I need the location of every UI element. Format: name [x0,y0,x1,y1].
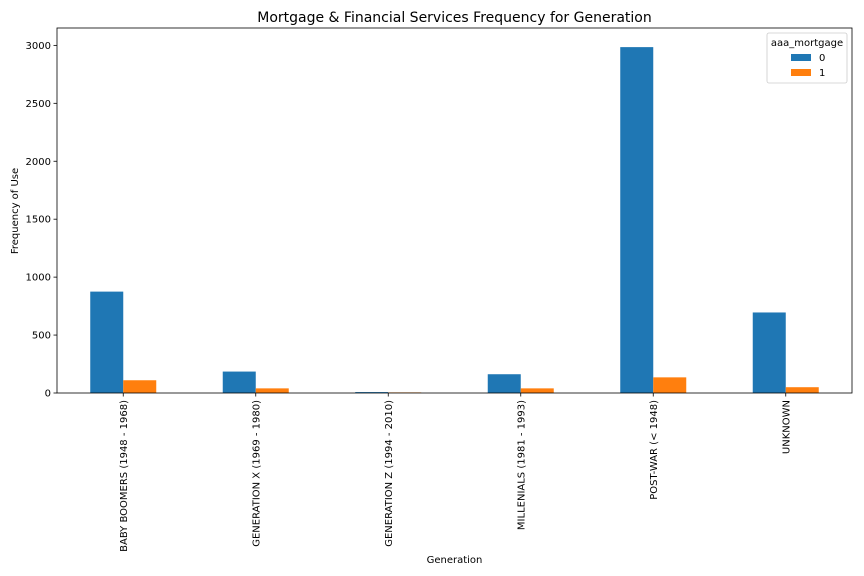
y-tick-label: 1000 [26,273,51,284]
legend: aaa_mortgage 0 1 [766,32,848,84]
y-tick-label: 1500 [26,215,51,226]
bar-0-3 [487,374,521,393]
bar-1-0 [123,380,157,393]
plot-area [56,27,853,394]
x-tick-label: GENERATION Z (1994 - 2010) [384,400,395,547]
bar-0-4 [620,47,654,393]
x-tick-label: BABY BOOMERS (1948 - 1968) [119,400,130,552]
bar-0-2 [355,392,389,393]
bar-1-4 [653,377,687,393]
legend-swatch-1 [791,69,811,76]
x-tick-label: UNKNOWN [781,400,792,454]
bar-0-1 [222,371,256,393]
y-tick-label: 500 [32,331,51,342]
bar-0-5 [752,312,786,393]
y-tick-label: 2000 [26,157,51,168]
y-tick-label: 2500 [26,99,51,110]
chart-title: Mortgage & Financial Services Frequency … [257,10,652,26]
legend-swatch-0 [791,54,811,61]
legend-label-0: 0 [819,53,825,64]
y-axis-title: Frequency of Use [10,168,21,254]
bar-1-3 [520,388,554,393]
x-axis: BABY BOOMERS (1948 - 1968) GENERATION X (… [119,393,792,552]
y-tick-label: 3000 [26,41,51,52]
bar-1-5 [785,387,819,393]
legend-label-1: 1 [819,68,825,79]
bar-0-0 [90,291,124,393]
legend-title: aaa_mortgage [771,38,843,49]
x-tick-label: POST-WAR (< 1948) [649,400,660,500]
plot-frame [56,27,853,394]
y-axis: 0 500 1000 1500 2000 2500 3000 [26,41,57,400]
x-tick-label: GENERATION X (1969 - 1980) [251,400,262,547]
bar-1-1 [255,388,289,393]
x-tick-label: MILLENIALS (1981 - 1993) [516,400,527,530]
y-tick-label: 0 [45,389,51,400]
x-axis-title: Generation [427,555,483,566]
